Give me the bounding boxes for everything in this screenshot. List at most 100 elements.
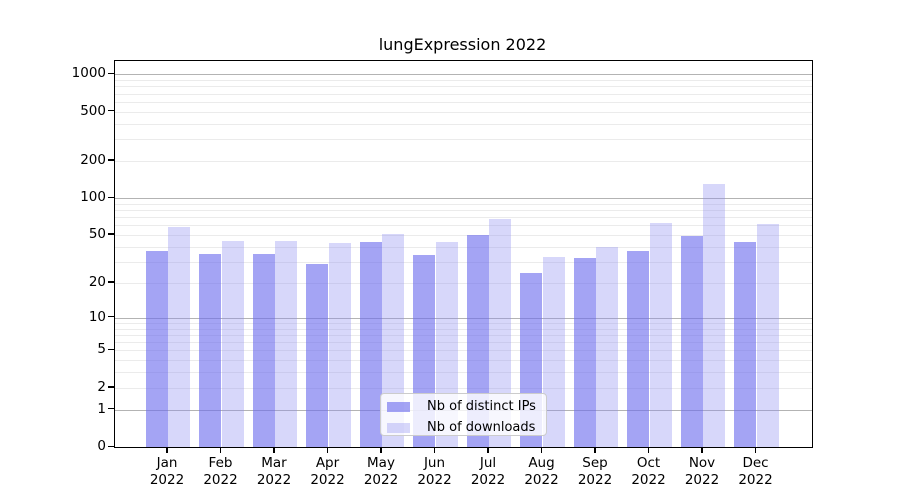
x-tick-label-oct: Oct 2022	[631, 455, 666, 488]
y-gridline-minor	[115, 139, 812, 141]
legend-label-downloads: Nb of downloads	[427, 420, 536, 435]
x-tick-label-jan: Jan 2022	[149, 455, 185, 488]
bar-ips-may	[359, 241, 382, 447]
x-tick	[219, 447, 222, 453]
y-tick-label: 50	[88, 225, 106, 242]
x-tick-label-apr: Apr 2022	[310, 455, 345, 488]
y-tick-label: 0	[97, 438, 106, 454]
plot-area: Nb of distinct IPs Nb of downloads	[114, 60, 813, 448]
y-tick-label: 1	[97, 400, 106, 417]
y-gridline-minor	[115, 111, 812, 113]
y-tick	[107, 196, 114, 198]
x-tick	[433, 447, 436, 453]
bar-downloads-dec	[756, 223, 779, 447]
x-tick-label-sep: Sep 2022	[577, 455, 613, 488]
y-tick	[107, 316, 114, 318]
y-tick	[107, 408, 114, 410]
y-tick-label: 500	[80, 102, 106, 119]
y-tick	[107, 233, 114, 235]
downloads-color-swatch	[387, 423, 410, 433]
legend: Nb of distinct IPs Nb of downloads	[380, 393, 547, 436]
bar-ips-mar	[252, 253, 275, 447]
ips-color-swatch	[387, 402, 410, 412]
y-gridline-minor	[115, 160, 812, 162]
y-gridline-minor	[115, 234, 812, 236]
x-tick-label-jul: Jul 2022	[470, 455, 506, 488]
y-tick-label: 200	[80, 151, 106, 168]
bar-downloads-aug	[542, 256, 565, 447]
bar-ips-apr	[306, 263, 329, 447]
x-tick-label-feb: Feb 2022	[203, 455, 238, 488]
legend-item-distinct-ips: Nb of distinct IPs	[387, 399, 546, 415]
y-gridline-minor	[115, 387, 812, 389]
bar-downloads-apr	[328, 242, 351, 447]
x-tick	[647, 447, 650, 453]
x-tick-label-may: May 2022	[363, 455, 399, 488]
bar-ips-nov	[680, 236, 703, 447]
x-tick	[380, 447, 382, 453]
x-tick-label-jun: Jun 2022	[417, 455, 452, 488]
x-tick	[326, 447, 329, 453]
y-gridline-minor	[115, 225, 812, 227]
legend-label-distinct-ips: Nb of distinct IPs	[427, 399, 536, 414]
y-tick-label: 10	[88, 308, 106, 325]
y-tick-label: 2	[97, 378, 106, 395]
y-gridline-minor	[115, 334, 812, 336]
bar-downloads-mar	[275, 240, 298, 447]
x-tick-label-dec: Dec 2022	[738, 455, 773, 488]
y-gridline-minor	[115, 342, 812, 343]
y-gridline-minor	[115, 372, 812, 374]
bar-downloads-feb	[221, 240, 244, 447]
bar-downloads-oct	[649, 222, 672, 447]
y-gridline-minor	[115, 203, 812, 205]
bar-ips-oct	[627, 250, 650, 447]
y-gridline-minor	[115, 217, 812, 218]
y-gridline-minor	[115, 350, 812, 352]
x-tick	[487, 447, 489, 453]
y-tick	[107, 386, 114, 388]
legend-item-downloads: Nb of downloads	[387, 420, 546, 436]
x-tick	[273, 447, 275, 453]
y-gridline-minor	[115, 86, 812, 88]
y-gridline-major	[115, 74, 812, 76]
y-gridline-major	[115, 317, 812, 319]
x-tick-label-aug: Aug 2022	[524, 455, 559, 488]
y-gridline-minor	[115, 360, 812, 362]
chart-title: lungExpression 2022	[378, 35, 547, 54]
y-tick	[107, 445, 114, 447]
x-tick	[594, 447, 596, 453]
y-tick-label: 20	[88, 273, 106, 290]
x-tick	[540, 447, 543, 453]
bar-ips-sep	[573, 258, 596, 447]
x-tick-label-mar: Mar 2022	[256, 455, 292, 488]
y-tick	[107, 281, 114, 283]
x-tick	[166, 447, 168, 453]
y-gridline-minor	[115, 123, 812, 125]
y-tick	[107, 348, 114, 351]
bar-downloads-sep	[596, 246, 619, 447]
y-gridline-major	[115, 198, 812, 199]
y-gridline-minor	[115, 328, 812, 330]
y-gridline-minor	[115, 261, 812, 263]
x-tick-label-nov: Nov 2022	[684, 455, 720, 488]
y-tick-label: 1000	[71, 65, 106, 82]
y-gridline-minor	[115, 282, 812, 284]
bar-downloads-nov	[703, 183, 726, 447]
y-tick-label: 100	[80, 189, 106, 205]
y-gridline-minor	[115, 80, 812, 81]
bar-downloads-jul	[489, 218, 512, 447]
bar-ips-jan	[145, 250, 168, 447]
x-tick	[701, 447, 703, 453]
y-tick-label: 5	[97, 341, 106, 358]
bar-downloads-jan	[168, 227, 191, 447]
y-tick	[107, 159, 114, 161]
bar-ips-dec	[734, 241, 757, 447]
y-tick	[107, 110, 114, 112]
y-gridline-minor	[115, 93, 812, 95]
x-tick	[754, 447, 757, 453]
y-gridline-minor	[115, 101, 812, 103]
y-gridline-minor	[115, 209, 812, 211]
y-tick	[107, 72, 114, 75]
y-gridline-minor	[115, 246, 812, 248]
